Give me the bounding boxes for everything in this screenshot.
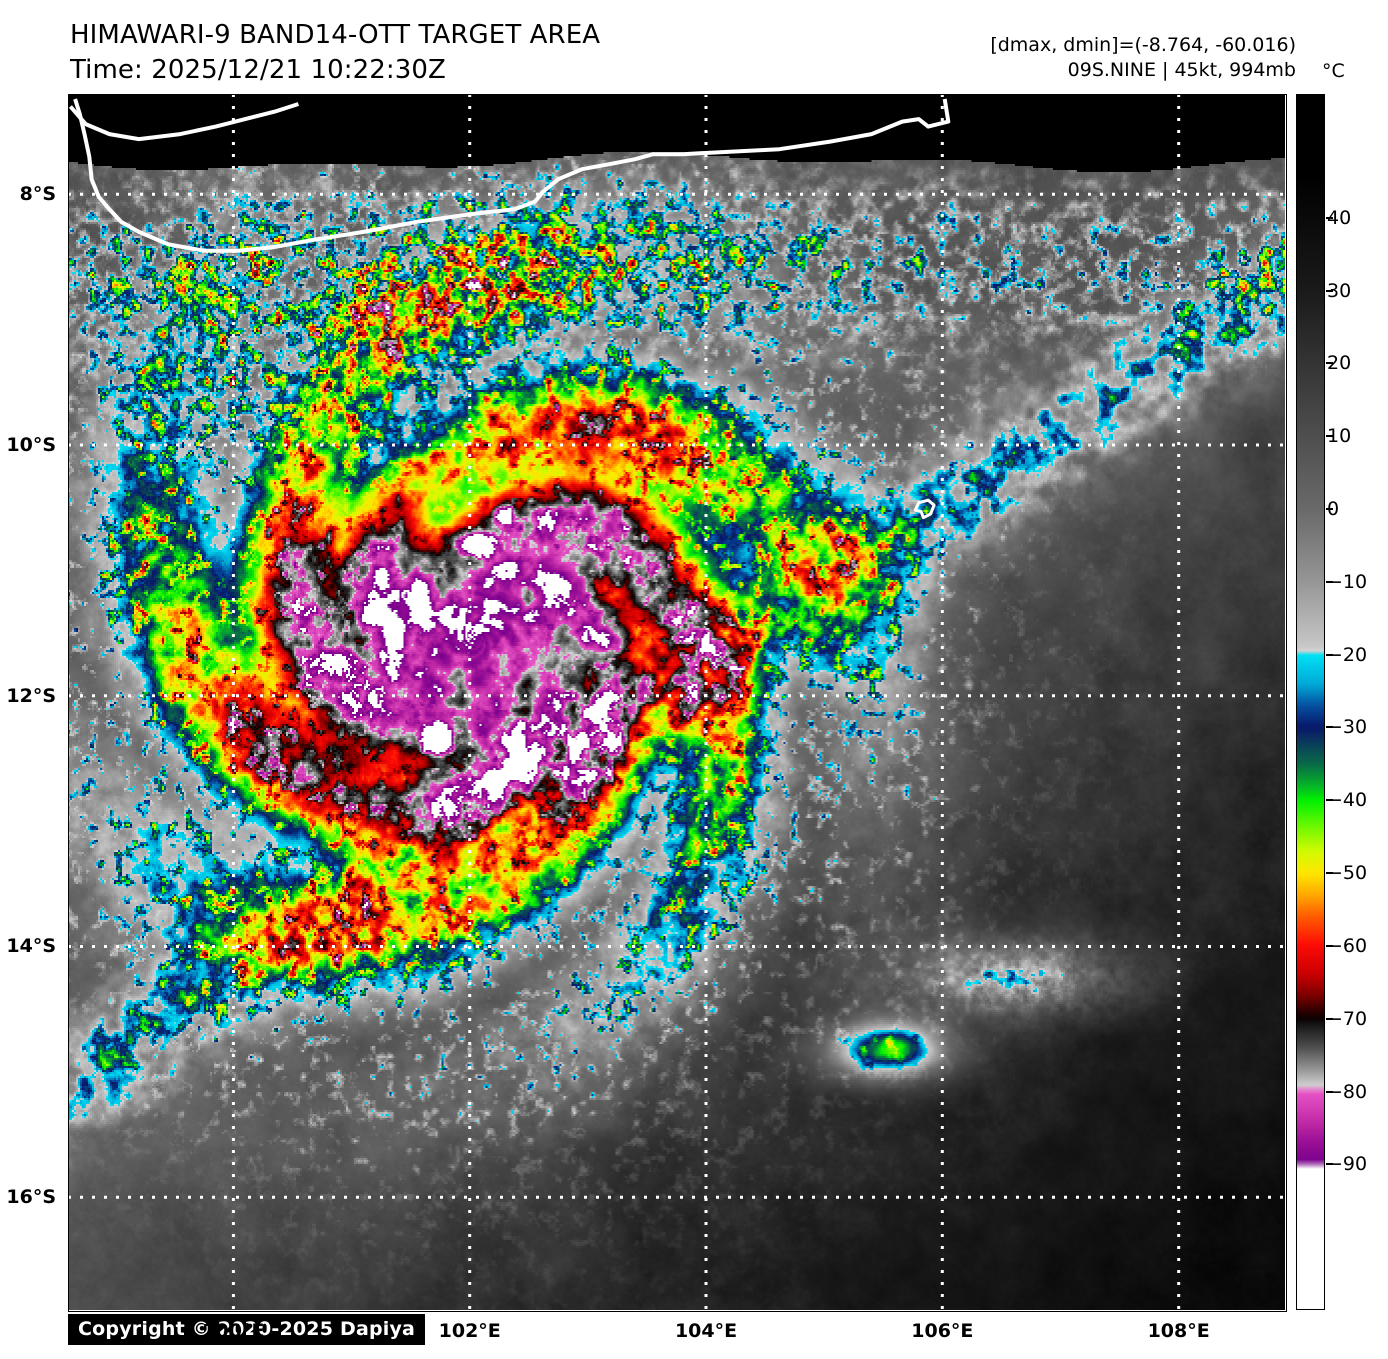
colorbar-tick-mark — [1326, 1163, 1333, 1166]
infrared-brightness-temperature-raster — [68, 94, 1285, 1310]
map-overlay — [68, 94, 1285, 1310]
observation-time: Time: 2025/12/21 10:22:30Z — [70, 54, 446, 85]
y-axis-tick-label: 12°S — [6, 684, 56, 707]
coastline — [913, 498, 936, 520]
copyright-banner: Copyright © 2020-2025 Dapiya — [68, 1314, 426, 1345]
colorbar-tick-label: −90 — [1327, 1153, 1368, 1176]
colorbar-gradient — [1297, 95, 1324, 1309]
colorbar-tick-label: −50 — [1327, 862, 1368, 885]
colorbar-tick-label: −40 — [1327, 789, 1368, 812]
x-axis-tick-label: 106°E — [911, 1320, 974, 1342]
colorbar-tick-mark — [1326, 799, 1333, 802]
colorbar-tick-label: −10 — [1327, 570, 1368, 593]
y-axis-tick-label: 8°S — [19, 183, 56, 206]
colorbar-tick-label: 30 — [1327, 279, 1352, 302]
colorbar-tick-mark — [1326, 653, 1333, 656]
colorbar-unit-label: °C — [1322, 60, 1345, 82]
storm-info-label: 09S.NINE | 45kt, 994mb — [1067, 58, 1296, 81]
colorbar-tick-label: 10 — [1327, 425, 1352, 448]
x-axis-tick-label: 100°E — [202, 1320, 265, 1342]
x-axis-tick-label: 102°E — [438, 1320, 501, 1342]
metadata-block: [dmax, dmin]=(-8.764, -60.016) 09S.NINE … — [990, 33, 1296, 82]
colorbar-tick-label: 20 — [1327, 352, 1352, 375]
product-title: HIMAWARI-9 BAND14-OTT TARGET AREA — [70, 20, 601, 50]
x-axis-tick-label: 108°E — [1147, 1320, 1210, 1342]
colorbar-tick-mark — [1326, 580, 1333, 583]
page-title: HIMAWARI-9 BAND14-OTT TARGET AREA Time: … — [70, 18, 600, 87]
colorbar-tick-label: 0 — [1327, 498, 1340, 521]
y-axis-tick-label: 10°S — [6, 434, 56, 456]
coastline — [68, 102, 300, 142]
y-axis-tick-label: 16°S — [6, 1186, 56, 1209]
satellite-image-plot[interactable] — [68, 94, 1285, 1310]
x-axis-tick-label: 104°E — [674, 1320, 738, 1342]
colorbar-tick-mark — [1326, 1017, 1333, 1020]
colorbar-tick-mark — [1326, 944, 1333, 947]
colorbar-tick-mark — [1326, 872, 1333, 875]
temperature-colorbar[interactable] — [1296, 94, 1325, 1310]
colorbar-tick-label: −30 — [1327, 716, 1368, 739]
colorbar-tick-mark — [1326, 435, 1333, 438]
y-axis-tick-label: 14°S — [6, 935, 56, 958]
colorbar-tick-mark — [1326, 1090, 1333, 1093]
colorbar-tick-mark — [1326, 362, 1333, 365]
colorbar-tick-label: −70 — [1327, 1007, 1368, 1030]
colorbar-tick-mark — [1326, 289, 1333, 292]
colorbar-tick-label: −60 — [1327, 934, 1368, 957]
colorbar-tick-label: −20 — [1327, 643, 1368, 666]
coastline — [73, 98, 951, 253]
colorbar-tick-mark — [1326, 216, 1333, 219]
colorbar-tick-label: 40 — [1327, 206, 1352, 229]
dmax-dmin-label: [dmax, dmin]=(-8.764, -60.016) — [990, 34, 1296, 56]
colorbar-tick-mark — [1326, 726, 1333, 729]
colorbar-tick-label: −80 — [1327, 1080, 1368, 1103]
colorbar-tick-mark — [1326, 508, 1333, 511]
